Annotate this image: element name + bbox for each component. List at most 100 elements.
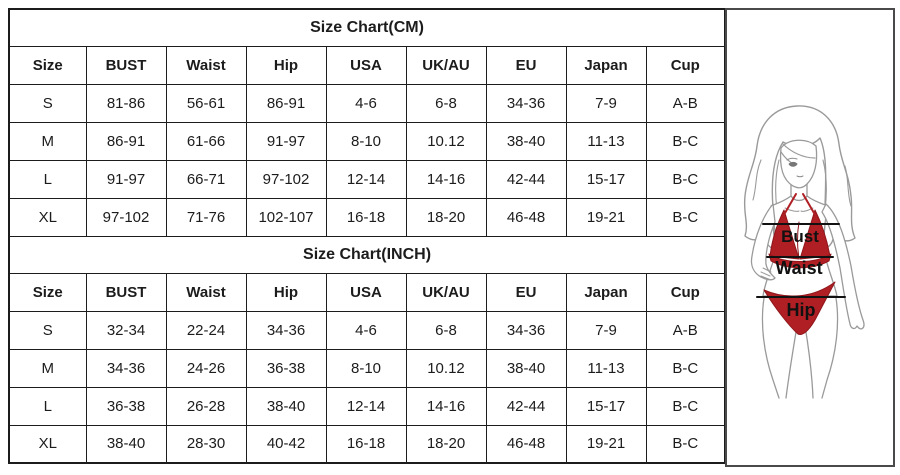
table-cell: XL <box>8 197 87 237</box>
table-cell: 46-48 <box>485 197 567 237</box>
column-header: Cup <box>645 45 726 85</box>
table-row: L 36-38 26-28 38-40 12-14 14-16 42-44 15… <box>8 386 726 426</box>
table-cell: B-C <box>645 121 726 161</box>
column-header: BUST <box>85 272 167 312</box>
table-cell: 11-13 <box>565 121 647 161</box>
bikini-figure-illustration: Bust Waist Hip <box>743 105 865 399</box>
table-cell: A-B <box>645 310 726 350</box>
table-cell: 4-6 <box>325 310 407 350</box>
table-cell: 10.12 <box>405 121 487 161</box>
column-header: EU <box>485 272 567 312</box>
table-cell: 46-48 <box>485 424 567 464</box>
column-header: UK/AU <box>405 45 487 85</box>
table-cell: 19-21 <box>565 424 647 464</box>
column-header: Cup <box>645 272 726 312</box>
table-cell: 7-9 <box>565 310 647 350</box>
table-cell: L <box>8 386 87 426</box>
table-cell: 38-40 <box>245 386 327 426</box>
table-row: S 81-86 56-61 86-91 4-6 6-8 34-36 7-9 A-… <box>8 83 726 123</box>
table-title-inch: Size Chart(INCH) <box>8 235 726 274</box>
table-cell: 61-66 <box>165 121 247 161</box>
table-cell: B-C <box>645 197 726 237</box>
table-cell: 38-40 <box>485 348 567 388</box>
table-cell: A-B <box>645 83 726 123</box>
table-cell: 86-91 <box>245 83 327 123</box>
table-cell: 14-16 <box>405 159 487 199</box>
table-row: M 34-36 24-26 36-38 8-10 10.12 38-40 11-… <box>8 348 726 388</box>
table-cell: 6-8 <box>405 310 487 350</box>
hair-wave-lines <box>752 159 852 211</box>
table-cell: 14-16 <box>405 386 487 426</box>
table-cell: 11-13 <box>565 348 647 388</box>
bikini-straps <box>784 193 815 214</box>
table-cell: L <box>8 159 87 199</box>
table-cell: 12-14 <box>325 159 407 199</box>
table-row: L 91-97 66-71 97-102 12-14 14-16 42-44 1… <box>8 159 726 199</box>
table-cell: 18-20 <box>405 197 487 237</box>
table-cell: 10.12 <box>405 348 487 388</box>
column-header: Waist <box>165 45 247 85</box>
column-header: Japan <box>565 45 647 85</box>
table-row-title-inch: Size Chart(INCH) <box>8 235 726 274</box>
column-header: BUST <box>85 45 167 85</box>
right-arm-outline <box>821 203 865 330</box>
table-cell: 16-18 <box>325 424 407 464</box>
table-row: XL 97-102 71-76 102-107 16-18 18-20 46-4… <box>8 197 726 237</box>
table-cell: 22-24 <box>165 310 247 350</box>
table-cell: 36-38 <box>85 386 167 426</box>
table-cell: 81-86 <box>85 83 167 123</box>
table-cell: 38-40 <box>485 121 567 161</box>
table-cell: 32-34 <box>85 310 167 350</box>
column-header: Japan <box>565 272 647 312</box>
column-header: Waist <box>165 272 247 312</box>
cleavage-line <box>797 221 800 259</box>
column-header: Size <box>8 272 87 312</box>
table-cell: 97-102 <box>245 159 327 199</box>
table-cell: 18-20 <box>405 424 487 464</box>
table-cell: 34-36 <box>485 310 567 350</box>
column-header: EU <box>485 45 567 85</box>
table-cell: 86-91 <box>85 121 167 161</box>
table-row-title-cm: Size Chart(CM) <box>8 8 726 47</box>
table-cell: 40-42 <box>245 424 327 464</box>
face-outline <box>779 139 818 189</box>
column-header: USA <box>325 272 407 312</box>
table-cell: 19-21 <box>565 197 647 237</box>
table-cell: 7-9 <box>565 83 647 123</box>
table-cell: M <box>8 348 87 388</box>
table-title-cm: Size Chart(CM) <box>8 8 726 47</box>
table-cell: S <box>8 310 87 350</box>
table-cell: 38-40 <box>85 424 167 464</box>
table-cell: 34-36 <box>85 348 167 388</box>
table-cell: 28-30 <box>165 424 247 464</box>
left-hand-fingers <box>760 267 772 281</box>
table-cell: 97-102 <box>85 197 167 237</box>
table-cell: 66-71 <box>165 159 247 199</box>
table-cell: 12-14 <box>325 386 407 426</box>
legs-outline <box>761 297 839 399</box>
column-header: Hip <box>245 272 327 312</box>
column-header: Size <box>8 45 87 85</box>
table-cell: 36-38 <box>245 348 327 388</box>
waist-label: Waist <box>775 258 822 278</box>
table-cell: B-C <box>645 424 726 464</box>
table-cell: 15-17 <box>565 386 647 426</box>
table-cell: 71-76 <box>165 197 247 237</box>
table-cell: 26-28 <box>165 386 247 426</box>
size-chart-table: Size Chart(CM) Size BUST Waist Hip USA U… <box>8 8 727 464</box>
table-row: XL 38-40 28-30 40-42 16-18 18-20 46-48 1… <box>8 424 726 464</box>
table-cell: XL <box>8 424 87 464</box>
column-header: UK/AU <box>405 272 487 312</box>
measurement-figure-panel: Bust Waist Hip <box>725 8 895 467</box>
table-cell: 15-17 <box>565 159 647 199</box>
column-header: Hip <box>245 45 327 85</box>
table-cell: B-C <box>645 159 726 199</box>
bust-label: Bust <box>781 227 819 246</box>
table-row: S 32-34 22-24 34-36 4-6 6-8 34-36 7-9 A-… <box>8 310 726 350</box>
table-cell: 34-36 <box>485 83 567 123</box>
table-cell: 8-10 <box>325 348 407 388</box>
table-row: M 86-91 61-66 91-97 8-10 10.12 38-40 11-… <box>8 121 726 161</box>
hip-label: Hip <box>787 300 816 320</box>
face-details <box>786 157 804 178</box>
